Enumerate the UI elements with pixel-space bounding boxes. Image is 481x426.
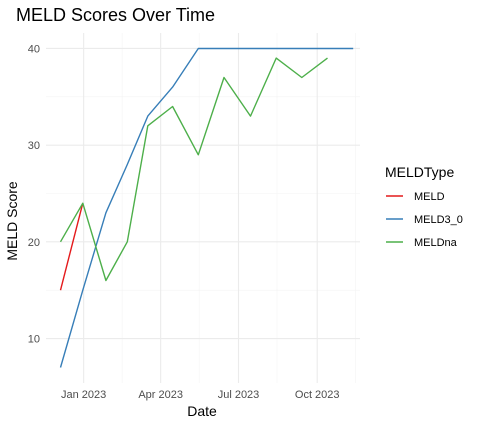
series-line-meld3-0: [59, 47, 354, 368]
x-tick-label: Jan 2023: [61, 389, 106, 401]
legend-item: MELD: [386, 191, 445, 203]
series-line-meld: [59, 203, 84, 291]
legend-label: MELDna: [414, 237, 458, 249]
legend-title: MELDType: [385, 164, 454, 180]
legend-items: MELD MELD3_0 MELDna: [386, 191, 463, 249]
legend: MELDType MELD MELD3_0 MELDna: [385, 164, 463, 249]
y-axis-title: MELD Score: [4, 181, 20, 261]
x-tick-labels: Jan 2023 Apr 2023 Jul 2023 Oct 2023: [61, 389, 340, 401]
legend-item: MELD3_0: [386, 214, 463, 226]
x-tick-label: Oct 2023: [295, 389, 340, 401]
y-tick-label: 40: [28, 43, 40, 55]
y-tick-labels: 10 20 30 40: [28, 43, 40, 345]
chart-title: MELD Scores Over Time: [16, 5, 215, 25]
series-line-meldna: [59, 57, 328, 282]
plot-panel: 10 20 30 40 Jan 2023 Apr 2023 Jul 2023 Oct 202…: [28, 33, 360, 401]
legend-label: MELD: [414, 191, 445, 203]
y-tick-label: 30: [28, 140, 40, 152]
y-tick-label: 10: [28, 334, 40, 346]
x-tick-label: Jul 2023: [218, 389, 260, 401]
x-axis-title: Date: [187, 403, 217, 419]
y-tick-label: 20: [28, 237, 40, 249]
legend-label: MELD3_0: [414, 214, 463, 226]
gridlines: [46, 33, 360, 383]
legend-item: MELDna: [386, 237, 458, 249]
series-lines: [59, 47, 354, 368]
x-tick-label: Apr 2023: [138, 389, 183, 401]
